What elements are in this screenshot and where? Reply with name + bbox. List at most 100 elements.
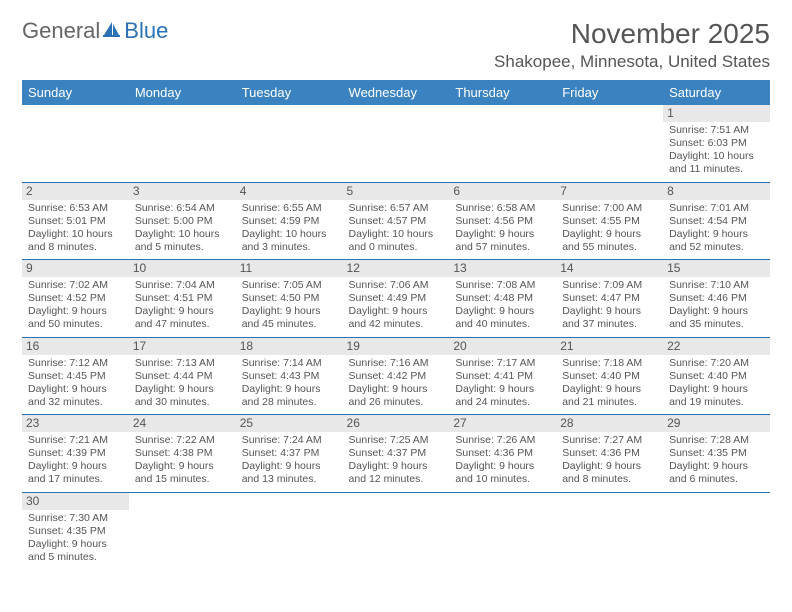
week-row: 16Sunrise: 7:12 AMSunset: 4:45 PMDayligh… — [22, 337, 770, 415]
empty-cell — [129, 105, 236, 182]
day-number: 12 — [343, 260, 450, 277]
day-info: Sunrise: 7:16 AMSunset: 4:42 PMDaylight:… — [347, 357, 446, 410]
day-header: Saturday — [663, 80, 770, 105]
day-number: 23 — [22, 415, 129, 432]
location: Shakopee, Minnesota, United States — [494, 52, 770, 72]
day-number: 18 — [236, 338, 343, 355]
calendar-table: SundayMondayTuesdayWednesdayThursdayFrid… — [22, 80, 770, 569]
day-info: Sunrise: 6:53 AMSunset: 5:01 PMDaylight:… — [26, 202, 125, 255]
day-info: Sunrise: 7:51 AMSunset: 6:03 PMDaylight:… — [667, 124, 766, 177]
day-cell: 18 Sunrise: 7:14 AMSunset: 4:43 PMDayligh… — [236, 337, 343, 415]
day-info: Sunrise: 7:26 AMSunset: 4:36 PMDaylight:… — [453, 434, 552, 487]
day-info: Sunrise: 7:05 AMSunset: 4:50 PMDaylight:… — [240, 279, 339, 332]
empty-cell — [343, 105, 450, 182]
day-info: Sunrise: 7:21 AMSunset: 4:39 PMDaylight:… — [26, 434, 125, 487]
empty-cell — [22, 105, 129, 182]
week-row: 2Sunrise: 6:53 AMSunset: 5:01 PMDaylight… — [22, 182, 770, 260]
day-number: 25 — [236, 415, 343, 432]
day-header: Tuesday — [236, 80, 343, 105]
day-number: 6 — [449, 183, 556, 200]
day-cell: 9 Sunrise: 7:02 AMSunset: 4:52 PMDaylight… — [22, 260, 129, 338]
week-row: 23 Sunrise: 7:21 AMSunset: 4:39 PMDayligh… — [22, 415, 770, 493]
day-info: Sunrise: 7:22 AMSunset: 4:38 PMDaylight:… — [133, 434, 232, 487]
day-info: Sunrise: 7:08 AMSunset: 4:48 PMDaylight:… — [453, 279, 552, 332]
day-info: Sunrise: 7:13 AMSunset: 4:44 PMDaylight:… — [133, 357, 232, 410]
day-header: Wednesday — [343, 80, 450, 105]
day-info: Sunrise: 7:00 AMSunset: 4:55 PMDaylight:… — [560, 202, 659, 255]
day-cell: 19Sunrise: 7:16 AMSunset: 4:42 PMDayligh… — [343, 337, 450, 415]
day-info: Sunrise: 7:09 AMSunset: 4:47 PMDaylight:… — [560, 279, 659, 332]
day-number: 13 — [449, 260, 556, 277]
day-number: 1 — [663, 105, 770, 122]
day-info: Sunrise: 7:17 AMSunset: 4:41 PMDaylight:… — [453, 357, 552, 410]
week-row: 30 Sunrise: 7:30 AMSunset: 4:35 PMDayligh… — [22, 492, 770, 569]
day-info: Sunrise: 7:04 AMSunset: 4:51 PMDaylight:… — [133, 279, 232, 332]
day-cell: 29Sunrise: 7:28 AMSunset: 4:35 PMDayligh… — [663, 415, 770, 493]
day-info: Sunrise: 7:02 AMSunset: 4:52 PMDaylight:… — [26, 279, 125, 332]
day-info: Sunrise: 7:18 AMSunset: 4:40 PMDaylight:… — [560, 357, 659, 410]
logo-text-1: General — [22, 18, 100, 44]
day-header: Friday — [556, 80, 663, 105]
day-cell: 25Sunrise: 7:24 AMSunset: 4:37 PMDayligh… — [236, 415, 343, 493]
day-cell: 28Sunrise: 7:27 AMSunset: 4:36 PMDayligh… — [556, 415, 663, 493]
logo: General Blue — [22, 18, 168, 44]
day-info: Sunrise: 7:01 AMSunset: 4:54 PMDaylight:… — [667, 202, 766, 255]
day-info: Sunrise: 6:58 AMSunset: 4:56 PMDaylight:… — [453, 202, 552, 255]
day-cell: 24 Sunrise: 7:22 AMSunset: 4:38 PMDayligh… — [129, 415, 236, 493]
empty-cell — [449, 105, 556, 182]
day-number: 29 — [663, 415, 770, 432]
day-number: 4 — [236, 183, 343, 200]
day-cell: 12 Sunrise: 7:06 AMSunset: 4:49 PMDayligh… — [343, 260, 450, 338]
day-cell: 23 Sunrise: 7:21 AMSunset: 4:39 PMDayligh… — [22, 415, 129, 493]
day-number: 7 — [556, 183, 663, 200]
month-title: November 2025 — [494, 18, 770, 50]
day-number: 30 — [22, 493, 129, 510]
day-cell: 6 Sunrise: 6:58 AMSunset: 4:56 PMDaylight… — [449, 182, 556, 260]
day-number: 24 — [129, 415, 236, 432]
day-number: 21 — [556, 338, 663, 355]
empty-cell — [129, 492, 236, 569]
day-number: 9 — [22, 260, 129, 277]
day-info: Sunrise: 6:55 AMSunset: 4:59 PMDaylight:… — [240, 202, 339, 255]
sail-icon — [102, 20, 122, 38]
title-block: November 2025 Shakopee, Minnesota, Unite… — [494, 18, 770, 72]
day-cell: 1 Sunrise: 7:51 AMSunset: 6:03 PMDaylight… — [663, 105, 770, 182]
calendar-body: 1 Sunrise: 7:51 AMSunset: 6:03 PMDaylight… — [22, 105, 770, 569]
day-number: 3 — [129, 183, 236, 200]
day-info: Sunrise: 7:20 AMSunset: 4:40 PMDaylight:… — [667, 357, 766, 410]
day-cell: 27Sunrise: 7:26 AMSunset: 4:36 PMDayligh… — [449, 415, 556, 493]
day-cell: 16Sunrise: 7:12 AMSunset: 4:45 PMDayligh… — [22, 337, 129, 415]
day-cell: 7 Sunrise: 7:00 AMSunset: 4:55 PMDaylight… — [556, 182, 663, 260]
day-cell: 30 Sunrise: 7:30 AMSunset: 4:35 PMDayligh… — [22, 492, 129, 569]
empty-cell — [236, 492, 343, 569]
empty-cell — [343, 492, 450, 569]
day-header: Thursday — [449, 80, 556, 105]
day-cell: 22 Sunrise: 7:20 AMSunset: 4:40 PMDayligh… — [663, 337, 770, 415]
day-info: Sunrise: 7:06 AMSunset: 4:49 PMDaylight:… — [347, 279, 446, 332]
day-cell: 4 Sunrise: 6:55 AMSunset: 4:59 PMDaylight… — [236, 182, 343, 260]
day-cell: 5 Sunrise: 6:57 AMSunset: 4:57 PMDaylight… — [343, 182, 450, 260]
empty-cell — [663, 492, 770, 569]
day-number: 5 — [343, 183, 450, 200]
day-number: 17 — [129, 338, 236, 355]
empty-cell — [556, 105, 663, 182]
day-number: 28 — [556, 415, 663, 432]
week-row: 1 Sunrise: 7:51 AMSunset: 6:03 PMDaylight… — [22, 105, 770, 182]
day-cell: 21 Sunrise: 7:18 AMSunset: 4:40 PMDayligh… — [556, 337, 663, 415]
day-header-row: SundayMondayTuesdayWednesdayThursdayFrid… — [22, 80, 770, 105]
day-info: Sunrise: 6:54 AMSunset: 5:00 PMDaylight:… — [133, 202, 232, 255]
day-info: Sunrise: 7:25 AMSunset: 4:37 PMDaylight:… — [347, 434, 446, 487]
day-info: Sunrise: 7:14 AMSunset: 4:43 PMDaylight:… — [240, 357, 339, 410]
day-header: Sunday — [22, 80, 129, 105]
day-info: Sunrise: 6:57 AMSunset: 4:57 PMDaylight:… — [347, 202, 446, 255]
day-number: 8 — [663, 183, 770, 200]
day-number: 14 — [556, 260, 663, 277]
day-cell: 8 Sunrise: 7:01 AMSunset: 4:54 PMDaylight… — [663, 182, 770, 260]
day-cell: 11Sunrise: 7:05 AMSunset: 4:50 PMDayligh… — [236, 260, 343, 338]
day-number: 22 — [663, 338, 770, 355]
day-cell: 14 Sunrise: 7:09 AMSunset: 4:47 PMDayligh… — [556, 260, 663, 338]
empty-cell — [556, 492, 663, 569]
day-header: Monday — [129, 80, 236, 105]
day-info: Sunrise: 7:12 AMSunset: 4:45 PMDaylight:… — [26, 357, 125, 410]
day-info: Sunrise: 7:30 AMSunset: 4:35 PMDaylight:… — [26, 512, 125, 565]
